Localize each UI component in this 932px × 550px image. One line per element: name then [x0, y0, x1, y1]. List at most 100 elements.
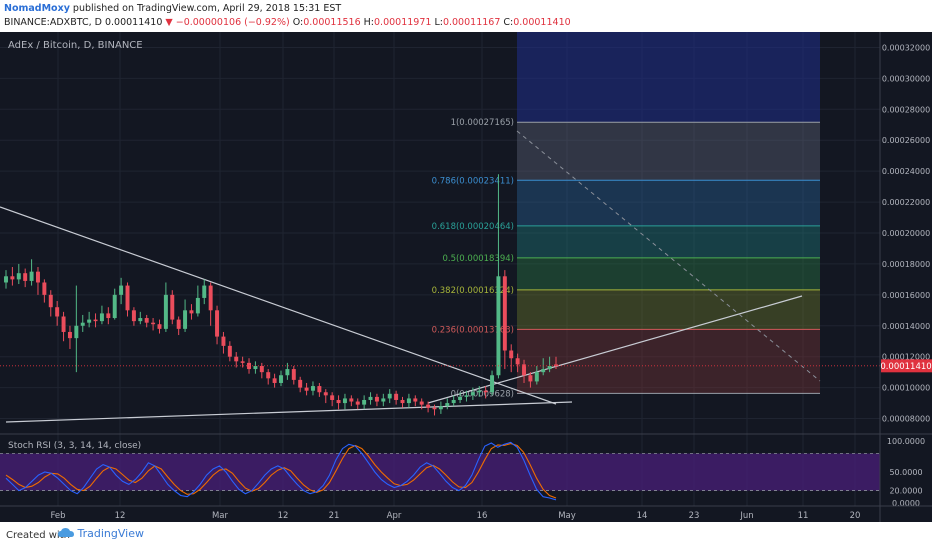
candle-body: [502, 276, 507, 351]
fib-level-label: 0.786(0.00023411): [432, 176, 514, 186]
candle-body: [4, 276, 8, 283]
candle-body: [74, 325, 79, 339]
candle-body: [298, 379, 303, 388]
time-tick-label: 12: [115, 511, 126, 521]
time-tick-label: Apr: [387, 511, 402, 521]
candle: [432, 404, 437, 416]
ascending-support-line[interactable]: [5, 401, 573, 423]
candle: [119, 277, 124, 305]
candle-body: [93, 319, 98, 322]
candle-body: [470, 392, 475, 396]
fibonacci-retracement[interactable]: 1(0.00027165) 0.786(0.00023411) 0.618(0.00…: [432, 32, 820, 399]
candle: [323, 389, 328, 404]
candle-body: [227, 345, 232, 357]
candle: [227, 341, 232, 362]
candle: [317, 382, 322, 397]
candle-body: [189, 310, 194, 314]
candle-body: [381, 398, 386, 402]
price-change: ▼ −0.00000106 (−0.92%): [165, 17, 290, 28]
candle-body: [349, 398, 354, 402]
price-tick-label: 0.00018000: [882, 260, 930, 269]
candle: [458, 392, 463, 404]
candle-body: [534, 372, 539, 382]
candle-body: [87, 319, 92, 323]
price-axis[interactable]: 0.00032000 0.00030000 0.00028000 0.00026000…: [882, 43, 930, 423]
candle: [381, 393, 386, 407]
time-tick-label: 14: [637, 511, 648, 521]
candle: [464, 390, 469, 402]
candle: [509, 344, 514, 373]
candle: [451, 395, 456, 407]
candle: [528, 372, 533, 388]
candle: [406, 393, 411, 408]
candle: [342, 393, 347, 410]
candle: [272, 373, 277, 388]
candle-body: [208, 285, 213, 311]
candle: [163, 282, 168, 332]
price-tick-label: 0.00032000: [882, 43, 930, 52]
candle-body: [285, 369, 290, 376]
candle: [502, 270, 507, 370]
candle-body: [317, 386, 322, 393]
chart-area[interactable]: 1(0.00027165) 0.786(0.00023411) 0.618(0.00…: [0, 32, 932, 522]
candle-body: [202, 285, 207, 298]
current-price-tag: 0.00011410: [880, 359, 932, 373]
fib-diagonal[interactable]: [516, 130, 821, 382]
candle-body: [554, 364, 558, 366]
stoch-rsi-title: Stoch RSI (3, 3, 14, 14, close): [8, 441, 141, 451]
candle-body: [483, 390, 488, 393]
candle: [496, 174, 501, 379]
fib-level-label: 0.382(0.00016324): [432, 286, 514, 296]
candle: [112, 288, 117, 320]
price-tick-label: 0.00008000: [882, 415, 930, 424]
fib-level-label: 0.236(0.00013763): [432, 325, 514, 335]
candle: [131, 307, 136, 326]
price-tick-label: 0.00024000: [882, 167, 930, 176]
candle: [362, 395, 367, 410]
candle: [394, 390, 399, 405]
candle: [304, 382, 309, 396]
candle-body: [310, 386, 315, 391]
price-chart[interactable]: 1(0.00027165) 0.786(0.00023411) 0.618(0.00…: [0, 32, 932, 522]
candle: [87, 311, 92, 328]
candle-body: [426, 404, 431, 408]
tradingview-brand-text: TradingView: [77, 527, 144, 540]
candle-body: [176, 319, 181, 329]
candle: [477, 386, 482, 397]
candle: [554, 356, 558, 370]
candle: [99, 305, 104, 325]
stoch-tick-label: 20.0000: [889, 487, 922, 496]
stoch-rsi-pane[interactable]: 100.0000 50.0000 20.0000 0.0000: [0, 435, 925, 508]
candle-body: [259, 365, 264, 373]
candle: [61, 311, 66, 342]
candle-body: [112, 294, 117, 319]
fib-zone: [517, 289, 820, 330]
fib-zone: [517, 257, 820, 290]
candle-body: [138, 318, 143, 322]
descending-trendline[interactable]: [0, 206, 557, 405]
candle-body: [163, 294, 168, 329]
stoch-tick-label: 100.0000: [887, 437, 925, 446]
candle: [470, 387, 475, 400]
candle-body: [336, 399, 341, 404]
candle-body: [458, 396, 463, 400]
candle: [445, 398, 450, 410]
candle-body: [266, 372, 271, 379]
candle-body: [125, 285, 130, 311]
candle: [215, 305, 220, 345]
price-tick-label: 0.00026000: [882, 136, 930, 145]
author-link[interactable]: NomadMoxy: [4, 3, 70, 14]
candle-body: [48, 294, 53, 308]
candle: [170, 290, 175, 325]
candle: [355, 398, 360, 410]
time-axis[interactable]: Feb 12 Mar 12 21 Apr 16 May 14 23 Jun 11 20: [50, 511, 860, 521]
candle-body: [151, 322, 156, 325]
time-tick-label: Feb: [50, 511, 65, 521]
tradingview-logo[interactable]: TradingView: [58, 527, 144, 540]
current-price-value: 0.00011410: [880, 362, 931, 372]
fib-zone: [517, 329, 820, 394]
candle-body: [406, 398, 411, 404]
fib-zone: [517, 180, 820, 226]
close-label: C:: [500, 17, 514, 28]
chart-title: AdEx / Bitcoin, D, BINANCE: [8, 40, 143, 51]
